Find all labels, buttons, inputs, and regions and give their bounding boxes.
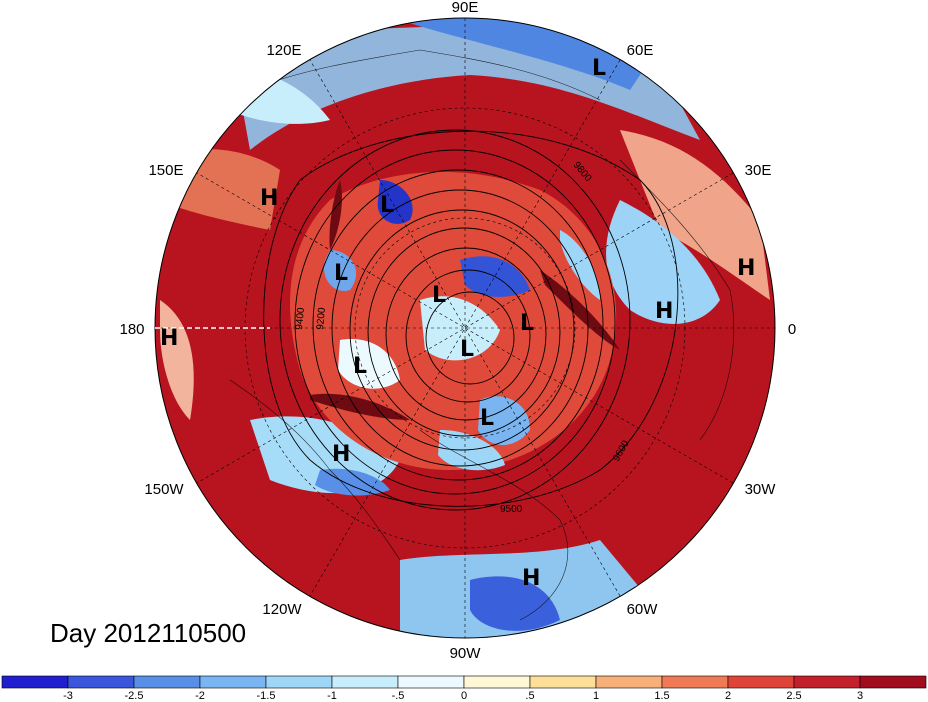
low-center-label: L [353, 354, 367, 379]
colorbar-swatch [397, 675, 465, 689]
colorbar-swatch [133, 675, 201, 689]
lon-label-0: 0 [788, 321, 796, 338]
colorbar-swatch [595, 675, 663, 689]
lon-label-90w: 90W [450, 645, 482, 662]
colorbar-swatch [529, 675, 597, 689]
colorbar-swatch [265, 675, 333, 689]
contour-label-9500: 9500 [500, 504, 523, 515]
low-center-label: L [380, 193, 394, 218]
colorbar-swatch [199, 675, 267, 689]
colorbar-swatch [793, 675, 861, 689]
high-center-label: H [260, 186, 278, 211]
lon-label-120e: 120E [266, 42, 301, 59]
high-center-label: H [160, 326, 178, 351]
high-center-label: H [737, 256, 755, 281]
low-center-label: L [432, 283, 446, 308]
longitude-labels: 90E 60E 30E 0 30W 60W 90W 120W 150W 180 … [119, 0, 796, 662]
lon-label-90e: 90E [452, 0, 479, 16]
colorbar-tick-label: -2 [195, 690, 205, 702]
colorbar-tick-label: 1.5 [654, 690, 669, 702]
colorbar-swatch [67, 675, 135, 689]
lon-label-180: 180 [119, 321, 144, 338]
high-center-label: H [522, 566, 540, 591]
colorbar-tick-label: -1.5 [257, 690, 276, 702]
colorbar-swatch [1, 675, 69, 689]
contour-label-9400: 9400 [294, 307, 307, 331]
colorbar-tick-label: 1 [593, 690, 599, 702]
colorbar-swatch [859, 675, 927, 689]
colorbar-tick-label: 0 [461, 690, 467, 702]
colorbar-tick-label: 2 [725, 690, 731, 702]
colorbar-swatch [463, 675, 531, 689]
colorbar-swatch [331, 675, 399, 689]
colorbar-tick-label: -1 [327, 690, 337, 702]
lon-label-60w: 60W [627, 601, 659, 618]
low-center-label: L [592, 56, 606, 81]
low-center-label: L [480, 406, 494, 431]
low-center-label: L [520, 311, 534, 336]
high-center-label: H [655, 299, 673, 324]
colorbar-swatch [727, 675, 795, 689]
map-title: Day 2012110500 [50, 618, 247, 648]
colorbar-tick-label: 2.5 [786, 690, 801, 702]
colorbar-swatch [661, 675, 729, 689]
colorbar-tick-label: -3 [63, 690, 73, 702]
colorbar-tick-label: 3 [857, 690, 863, 702]
lon-label-60e: 60E [627, 42, 654, 59]
lon-label-150e: 150E [148, 162, 183, 179]
colorbar: -3 -2.5 -2 -1.5 -1 -.5 0 .5 1 1.5 2 2.5 3 [1, 675, 927, 702]
pressure-centers: H H H H H H L L L L L L L L [160, 56, 755, 591]
colorbar-tick-label: -2.5 [125, 690, 144, 702]
high-center-label: H [332, 442, 350, 467]
colorbar-tick-label: .5 [525, 690, 534, 702]
contour-label-9200: 9200 [315, 307, 328, 331]
lon-label-150w: 150W [144, 481, 184, 498]
lon-label-30w: 30W [745, 481, 777, 498]
low-center-label: L [334, 261, 348, 286]
colorbar-tick-label: -.5 [392, 690, 405, 702]
lon-label-120w: 120W [262, 601, 302, 618]
low-center-label: L [460, 337, 474, 362]
lon-label-30e: 30E [745, 162, 772, 179]
